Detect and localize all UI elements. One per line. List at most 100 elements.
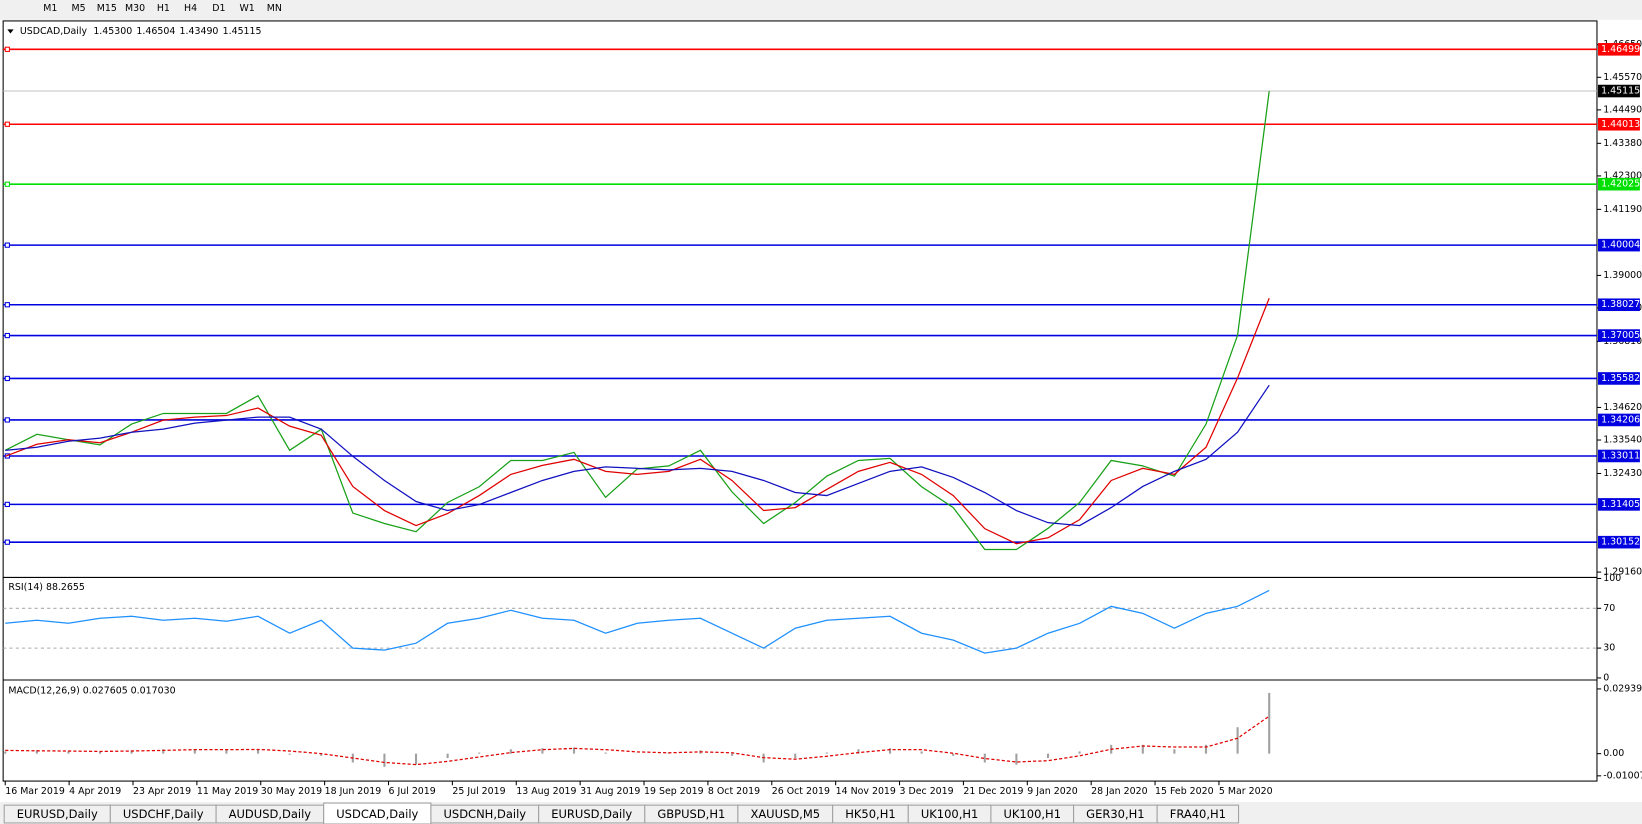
level-label-bg xyxy=(1598,329,1640,342)
tab-label[interactable]: EURUSD,Daily xyxy=(551,807,632,821)
y-tick-label: 1.34620 xyxy=(1603,402,1642,413)
level-handle xyxy=(4,332,10,339)
histogram-bar xyxy=(857,749,860,754)
tab-label[interactable]: FRA40,H1 xyxy=(1170,807,1226,821)
ohlc-value: 1.46504 xyxy=(136,26,175,37)
level-label-bg xyxy=(1598,498,1640,511)
histogram-bar xyxy=(288,753,291,755)
ohlc-value: 1.43490 xyxy=(180,26,219,37)
x-tick-label: 8 Oct 2019 xyxy=(708,786,760,797)
y-tick-label: 1.44490 xyxy=(1603,104,1642,115)
histogram-bar xyxy=(509,749,512,754)
timeframe-button[interactable]: MN xyxy=(267,3,282,14)
y-tick-label: 1.45570 xyxy=(1603,72,1642,83)
timeframe-button[interactable]: M30 xyxy=(125,3,145,14)
tab-label[interactable]: GBPUSD,H1 xyxy=(657,807,725,821)
level-handle xyxy=(4,375,10,382)
y-tick-label: 0.029399 xyxy=(1603,683,1642,694)
ohlc-value: 1.45300 xyxy=(93,26,132,37)
timeframe-button[interactable]: D1 xyxy=(212,3,225,14)
x-tick-label: 11 May 2019 xyxy=(197,786,258,797)
timeframe-button[interactable]: M5 xyxy=(71,3,85,14)
timeframe-button[interactable]: H1 xyxy=(157,3,170,14)
tab-label[interactable]: USDCHF,Daily xyxy=(123,807,204,821)
x-tick-label: 14 Nov 2019 xyxy=(836,786,896,797)
histogram-bar xyxy=(225,749,228,754)
level-handle xyxy=(4,46,10,52)
indicator-title: MACD(12,26,9) 0.027605 0.017030 xyxy=(8,686,175,697)
y-tick-label: 0.00 xyxy=(1603,748,1624,759)
timeframe-button[interactable]: W1 xyxy=(239,3,254,14)
histogram-bar xyxy=(1015,753,1018,765)
timeframe-button[interactable]: M15 xyxy=(97,3,117,14)
x-tick-label: 25 Jul 2019 xyxy=(452,786,505,797)
y-tick-label: 1.39000 xyxy=(1603,270,1642,281)
x-tick-label: 4 Apr 2019 xyxy=(69,786,121,797)
tab-label[interactable]: AUDUSD,Daily xyxy=(229,807,312,821)
tab-label[interactable]: HK50,H1 xyxy=(845,807,895,821)
level-label-bg xyxy=(1598,372,1640,385)
histogram-bar xyxy=(983,753,986,763)
y-tick-label: 70 xyxy=(1603,603,1615,614)
histogram-bar xyxy=(1268,692,1271,754)
x-tick-label: 9 Jan 2020 xyxy=(1027,786,1077,797)
y-tick-label: 0 xyxy=(1603,672,1609,683)
histogram-bar xyxy=(478,752,481,754)
histogram-bar xyxy=(193,749,196,754)
histogram-bar xyxy=(1141,744,1144,754)
histogram-bar xyxy=(98,751,102,754)
x-tick-label: 18 Jun 2019 xyxy=(325,786,382,797)
tab-label[interactable]: UK100,H1 xyxy=(921,807,979,821)
histogram-bar xyxy=(256,749,260,754)
timeframe-button[interactable]: H4 xyxy=(184,3,197,14)
tab[interactable] xyxy=(1156,804,1240,824)
tab-label[interactable]: USDCNH,Daily xyxy=(443,807,526,821)
tab-label[interactable]: UK100,H1 xyxy=(1003,807,1061,821)
histogram-bar xyxy=(920,751,923,754)
level-handle xyxy=(4,539,10,545)
histogram-bar xyxy=(1204,744,1208,754)
tab-label[interactable]: USDCAD,Daily xyxy=(336,807,418,821)
y-tick-label: 1.32430 xyxy=(1603,468,1642,479)
histogram-bar xyxy=(383,753,386,767)
current-price-bg xyxy=(1598,84,1640,98)
level-handle xyxy=(4,302,10,308)
level-label: 1.42025 xyxy=(1601,179,1640,190)
level-label: 1.46499 xyxy=(1601,44,1640,55)
histogram-bar xyxy=(1046,753,1050,759)
level-handle xyxy=(4,121,10,127)
tab-label[interactable]: EURUSD,Daily xyxy=(17,807,98,821)
histogram-bar xyxy=(1078,751,1081,754)
ohlc-value: 1.45115 xyxy=(223,26,262,37)
x-tick-label: 16 Mar 2019 xyxy=(5,786,65,797)
histogram-bar xyxy=(414,753,418,765)
x-tick-label: 6 Jul 2019 xyxy=(389,786,436,797)
histogram-bar xyxy=(541,748,544,754)
series-line xyxy=(5,589,1270,654)
indicator-title: RSI(14) 88.2655 xyxy=(8,582,84,593)
timeframe-button[interactable]: M1 xyxy=(43,3,57,14)
level-handle xyxy=(4,181,10,187)
y-tick-label: 1.43380 xyxy=(1603,138,1642,149)
tab-label[interactable]: GER30,H1 xyxy=(1086,807,1144,821)
x-tick-label: 26 Oct 2019 xyxy=(772,786,830,797)
histogram-bar xyxy=(130,750,133,754)
level-label-bg xyxy=(1598,413,1640,427)
series-line xyxy=(5,384,1270,527)
level-label-bg xyxy=(1598,43,1640,56)
x-tick-label: 31 Aug 2019 xyxy=(580,786,640,797)
histogram-bar xyxy=(35,750,38,754)
level-label: 1.40004 xyxy=(1601,240,1640,251)
x-tick-label: 30 May 2019 xyxy=(261,786,322,797)
collapse-arrow xyxy=(7,29,14,34)
histogram-bar xyxy=(446,753,449,759)
level-handle xyxy=(4,501,10,508)
histogram-bar xyxy=(952,753,955,756)
x-tick-label: 28 Jan 2020 xyxy=(1091,786,1147,797)
level-label: 1.34206 xyxy=(1601,414,1640,425)
x-tick-label: 21 Dec 2019 xyxy=(963,786,1023,797)
y-tick-label: 30 xyxy=(1603,643,1615,654)
tab-label[interactable]: XAUUSD,M5 xyxy=(750,807,820,821)
x-tick-label: 3 Dec 2019 xyxy=(900,786,954,797)
